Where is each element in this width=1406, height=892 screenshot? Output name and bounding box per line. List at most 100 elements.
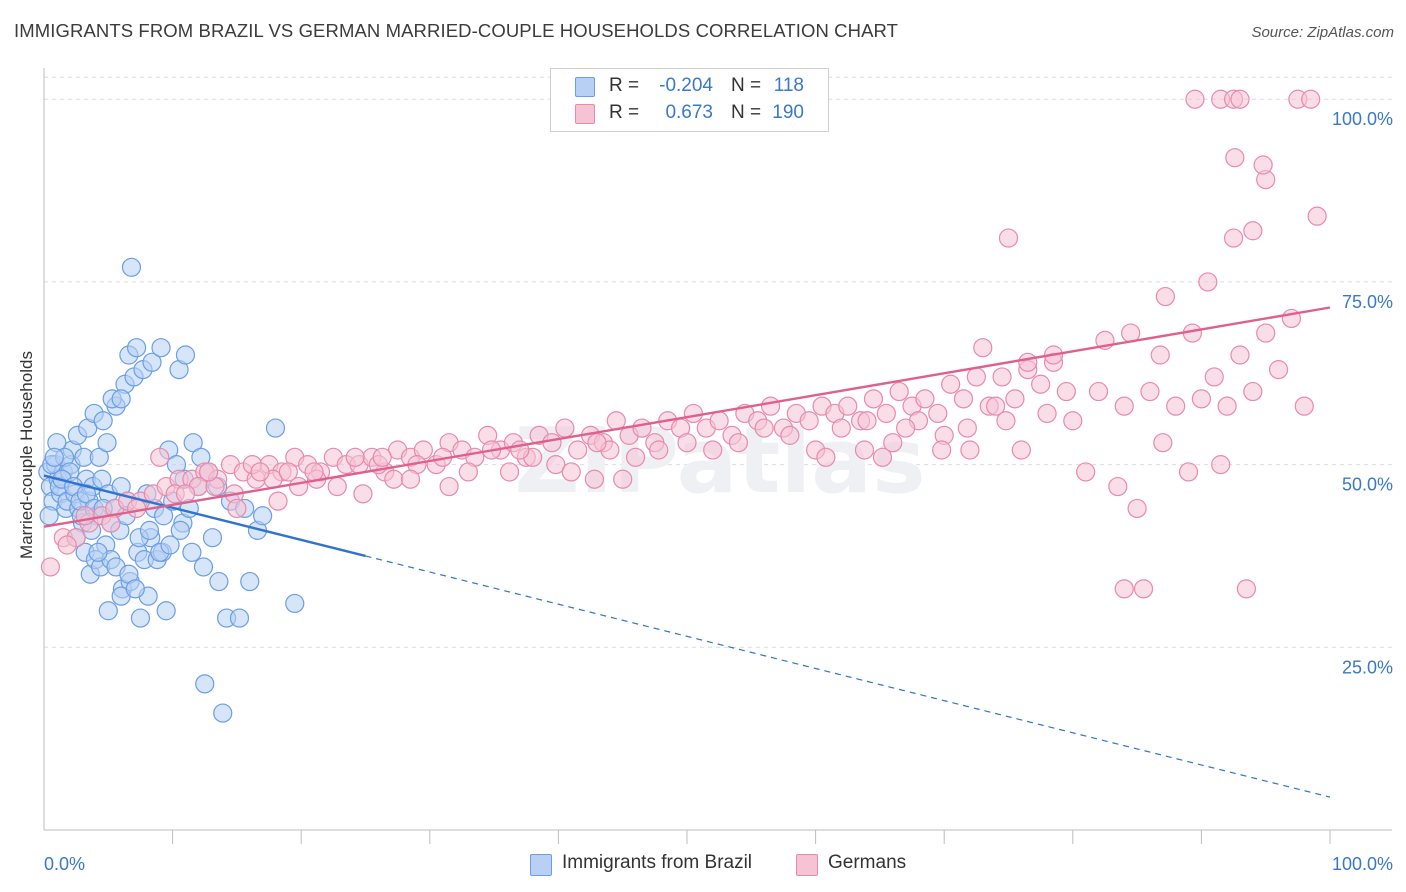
legend-r-label: R = <box>609 102 639 124</box>
german-point <box>1199 273 1217 291</box>
brazil-point <box>89 543 107 561</box>
brazil-point <box>128 339 146 357</box>
german-point <box>916 390 934 408</box>
german-point <box>1186 90 1204 108</box>
brazil-point <box>196 675 214 693</box>
brazil-point <box>266 419 284 437</box>
german-point <box>562 463 580 481</box>
german-point <box>1192 390 1210 408</box>
german-point <box>1205 368 1223 386</box>
german-point <box>1308 207 1326 225</box>
german-point <box>346 448 364 466</box>
german-point <box>817 448 835 466</box>
legend-n-label: N = <box>731 102 761 124</box>
brazil-point <box>94 412 112 430</box>
german-point <box>633 419 651 437</box>
german-point <box>929 404 947 422</box>
brazil-point <box>99 602 117 620</box>
legend-swatch-brazil <box>530 854 552 876</box>
legend-row-germans: R = 0.673 N = 190 <box>551 100 828 128</box>
german-point <box>290 478 308 496</box>
german-point <box>569 441 587 459</box>
german-point <box>354 485 372 503</box>
german-point <box>1057 383 1075 401</box>
brazil-point <box>194 558 212 576</box>
german-point <box>176 485 194 503</box>
german-point <box>864 390 882 408</box>
german-point <box>1244 222 1262 240</box>
brazil-point <box>210 573 228 591</box>
legend-swatch-germans <box>796 854 818 876</box>
german-point <box>1167 397 1185 415</box>
german-point <box>1225 229 1243 247</box>
brazil-point <box>286 594 304 612</box>
german-point <box>328 478 346 496</box>
legend-r-label: R = <box>609 75 639 97</box>
german-point <box>877 404 895 422</box>
legend-label-brazil: Immigrants from Brazil <box>562 852 752 874</box>
german-point <box>1000 229 1018 247</box>
german-point <box>373 448 391 466</box>
brazil-point <box>157 602 175 620</box>
german-point <box>1212 456 1230 474</box>
german-point <box>614 470 632 488</box>
german-point <box>704 441 722 459</box>
german-point <box>1231 90 1249 108</box>
german-point <box>459 463 477 481</box>
legend-label-germans: Germans <box>828 852 906 874</box>
legend-r-value: 0.673 <box>641 102 713 124</box>
german-point <box>151 448 169 466</box>
brazil-point <box>40 507 58 525</box>
legend-swatch-brazil <box>575 77 595 97</box>
legend-swatch-germans <box>575 104 595 124</box>
brazil-point <box>45 448 63 466</box>
x-tick-label: 0.0% <box>44 854 85 874</box>
german-point <box>755 419 773 437</box>
german-point <box>1109 478 1127 496</box>
german-point <box>942 375 960 393</box>
german-point <box>1226 149 1244 167</box>
german-point <box>832 419 850 437</box>
german-point <box>1135 580 1153 598</box>
german-point <box>897 419 915 437</box>
german-point <box>650 441 668 459</box>
german-point <box>1077 463 1095 481</box>
brazil-point <box>122 258 140 276</box>
german-point <box>890 383 908 401</box>
german-point <box>1012 441 1030 459</box>
german-point <box>1270 361 1288 379</box>
german-point <box>839 397 857 415</box>
german-point <box>1090 383 1108 401</box>
german-point <box>627 448 645 466</box>
german-point <box>974 339 992 357</box>
german-point <box>556 419 574 437</box>
german-point <box>585 470 603 488</box>
german-point <box>1180 463 1198 481</box>
stats-legend: R = -0.204 N = 118 R = 0.673 N = 190 <box>550 68 829 132</box>
legend-row-brazil: R = -0.204 N = 118 <box>551 73 828 101</box>
x-tick-label: 100.0% <box>1332 854 1393 874</box>
grid-lines <box>44 77 1392 647</box>
german-point <box>1254 156 1272 174</box>
brazil-point <box>171 521 189 539</box>
scatter-plot: ZIPatlas 25.0%50.0%75.0%100.0%0.0% 100.0% <box>0 0 1406 892</box>
german-point <box>1115 580 1133 598</box>
brazil-point <box>152 339 170 357</box>
brazil-point <box>203 529 221 547</box>
german-point <box>710 412 728 430</box>
german-point <box>200 463 218 481</box>
german-point <box>228 499 246 517</box>
german-point <box>967 368 985 386</box>
german-point <box>1244 383 1262 401</box>
legend-n-value: 118 <box>766 75 804 97</box>
german-point <box>1064 412 1082 430</box>
german-point <box>588 434 606 452</box>
german-point <box>729 434 747 452</box>
german-point <box>1115 397 1133 415</box>
german-point <box>993 368 1011 386</box>
german-point <box>1302 90 1320 108</box>
german-point <box>402 470 420 488</box>
german-point <box>873 448 891 466</box>
y-tick-label: 50.0% <box>1342 475 1393 495</box>
y-tick-label: 100.0% <box>1332 109 1393 129</box>
